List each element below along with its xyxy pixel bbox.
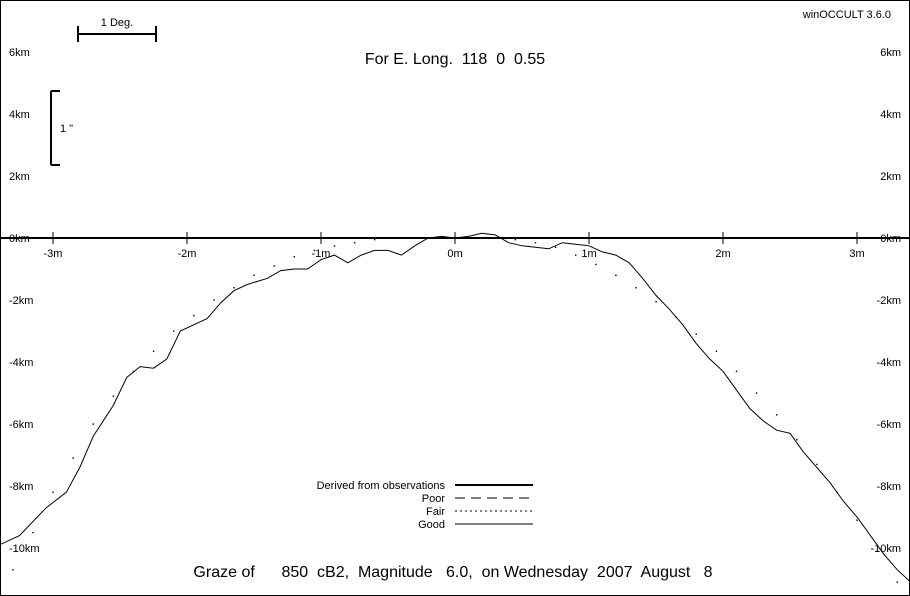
- fair-profile-point: [494, 237, 496, 239]
- arcsec-scale-label: 1 ": [60, 123, 73, 135]
- degree-scale-label: 1 Deg.: [101, 17, 133, 29]
- fair-profile-point: [534, 242, 537, 244]
- fair-profile-point: [333, 245, 336, 247]
- fair-profile-point: [796, 438, 798, 441]
- fair-profile-point: [655, 300, 657, 303]
- fair-profile-point: [12, 569, 14, 571]
- fair-profile-point: [776, 414, 778, 416]
- fair-profile-point: [293, 256, 295, 258]
- y-tick-label-left: -10km: [9, 543, 40, 555]
- y-tick-label-right: -4km: [877, 357, 901, 369]
- fair-profile-point: [132, 370, 135, 373]
- fair-profile-point: [635, 287, 637, 289]
- fair-profile-point: [213, 299, 215, 301]
- good-profile-line: [0, 232, 910, 583]
- y-ticks-right: 6km 4km 2km 0km -2km -4km -6km -8km -10km: [870, 47, 901, 555]
- fair-profile-point: [575, 254, 577, 256]
- y-tick-label-right: 2km: [880, 171, 901, 183]
- fair-profile-point: [876, 550, 878, 552]
- y-tick-label-left: -4km: [9, 357, 33, 369]
- fair-profile-point: [173, 330, 175, 332]
- y-tick-label-right: -6km: [877, 419, 901, 431]
- fair-profile-point: [755, 392, 758, 394]
- fair-profile-point: [152, 350, 155, 352]
- fair-profile-point: [856, 519, 858, 521]
- x-ticks: -3m -2m -1m 0m 1m 2m 3m: [44, 232, 865, 260]
- y-tick-label-right: 0km: [880, 233, 901, 245]
- y-tick-label-left: 4km: [9, 109, 30, 121]
- degree-scale-bar: 1 Deg.: [77, 17, 157, 42]
- fair-profile-point: [253, 274, 255, 276]
- fair-profile-point: [454, 237, 456, 239]
- x-tick-label: -3m: [44, 248, 63, 260]
- y-tick-label-right: 6km: [880, 47, 901, 59]
- fair-profile-point: [735, 370, 738, 373]
- y-tick-label-right: -8km: [877, 481, 901, 493]
- legend-label: Poor: [422, 493, 446, 505]
- y-ticks-left: 6km 4km 2km 0km -2km -4km -6km -8km -10km: [9, 47, 40, 555]
- fair-profile-point: [474, 237, 476, 239]
- fair-profile-point: [896, 581, 898, 583]
- fair-profile-point: [353, 242, 356, 244]
- arcsec-scale-bar: 1 ": [50, 90, 73, 166]
- app-version-label: winOCCULT 3.6.0: [802, 9, 891, 21]
- fair-profile-point: [193, 314, 195, 317]
- fair-profile-point: [52, 491, 54, 493]
- legend-label: Derived from observations: [317, 480, 446, 492]
- y-tick-label-left: 0km: [9, 233, 30, 245]
- x-tick-label: 3m: [849, 248, 864, 260]
- fair-profile-point: [514, 238, 517, 241]
- y-tick-label-left: 6km: [9, 47, 30, 59]
- fair-profile-point: [273, 265, 275, 267]
- y-tick-label-left: -2km: [9, 295, 33, 307]
- fair-profile-point: [92, 423, 94, 425]
- fair-profile-point: [374, 238, 376, 241]
- y-tick-label-right: -10km: [870, 543, 901, 555]
- fair-profile-point: [595, 263, 597, 266]
- fair-profile-point: [715, 350, 718, 352]
- fair-profile-point: [72, 457, 74, 459]
- x-tick-label: 2m: [715, 248, 730, 260]
- y-tick-label-right: 4km: [880, 109, 901, 121]
- x-tick-label: 0m: [447, 248, 462, 260]
- x-tick-label: -2m: [178, 248, 197, 260]
- fair-profile-point: [233, 287, 235, 289]
- y-tick-label-left: 2km: [9, 171, 30, 183]
- fair-profile-point: [32, 531, 34, 534]
- fair-profile-point: [695, 333, 697, 335]
- legend-label: Good: [418, 519, 445, 531]
- x-tick-label: 1m: [581, 248, 596, 260]
- header-title: For E. Long. 118 0 0.55: [365, 51, 545, 68]
- fair-profile-point: [675, 316, 677, 318]
- fair-profile-point: [816, 463, 818, 466]
- footer-title: Graze of 850 cB2, Magnitude 6.0, on Wedn…: [193, 564, 712, 581]
- y-tick-label-left: -6km: [9, 419, 33, 431]
- fair-profile-point: [112, 395, 115, 397]
- fair-profile-point: [836, 491, 838, 493]
- fair-profile-point: [554, 246, 557, 249]
- fair-profile-point: [313, 249, 316, 252]
- y-tick-label-right: -2km: [877, 295, 901, 307]
- fair-profile-point: [434, 237, 436, 239]
- y-tick-label-left: -8km: [9, 481, 33, 493]
- fair-profile-point: [394, 237, 396, 239]
- legend-label: Fair: [426, 506, 445, 518]
- fair-profile-point: [414, 237, 416, 239]
- x-tick-label: -1m: [312, 248, 331, 260]
- limb-profile-series: [0, 232, 910, 583]
- fair-profile-point: [615, 274, 617, 276]
